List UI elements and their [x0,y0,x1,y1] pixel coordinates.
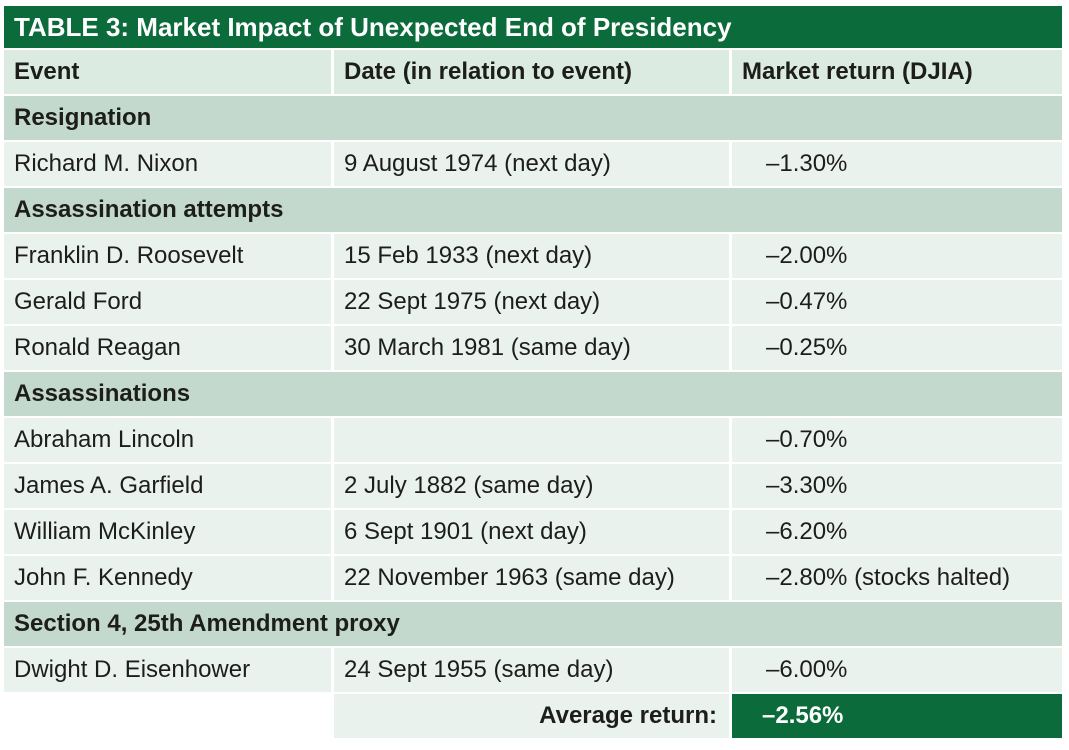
section-label: Section 4, 25th Amendment proxy [4,602,1062,646]
section-label: Resignation [4,96,1062,140]
table-row: James A. Garfield 2 July 1882 (same day)… [4,464,1062,508]
table-title: TABLE 3: Market Impact of Unexpected End… [4,6,1062,48]
average-row: Average return: –2.56% [4,694,1062,738]
return-cell: –0.47% [732,280,1062,324]
date-cell [334,418,729,462]
event-cell: James A. Garfield [4,464,331,508]
return-cell: –2.00% [732,234,1062,278]
table-row: Ronald Reagan 30 March 1981 (same day) –… [4,326,1062,370]
header-return: Market return (DJIA) [732,50,1062,94]
date-cell: 24 Sept 1955 (same day) [334,648,729,692]
event-cell: Abraham Lincoln [4,418,331,462]
date-cell: 22 November 1963 (same day) [334,556,729,600]
table-row: Franklin D. Roosevelt 15 Feb 1933 (next … [4,234,1062,278]
table-row: Richard M. Nixon 9 August 1974 (next day… [4,142,1062,186]
event-cell: Ronald Reagan [4,326,331,370]
table-row: William McKinley 6 Sept 1901 (next day) … [4,510,1062,554]
section-row: Assassinations [4,372,1062,416]
event-cell: Franklin D. Roosevelt [4,234,331,278]
section-row: Assassination attempts [4,188,1062,232]
return-cell: –0.25% [732,326,1062,370]
date-cell: 6 Sept 1901 (next day) [334,510,729,554]
table-row: John F. Kennedy 22 November 1963 (same d… [4,556,1062,600]
average-label: Average return: [334,694,729,738]
header-event: Event [4,50,331,94]
date-cell: 15 Feb 1933 (next day) [334,234,729,278]
return-cell: –0.70% [732,418,1062,462]
average-value: –2.56% [732,694,1062,738]
section-row: Section 4, 25th Amendment proxy [4,602,1062,646]
event-cell: William McKinley [4,510,331,554]
event-cell: Richard M. Nixon [4,142,331,186]
event-cell: Gerald Ford [4,280,331,324]
table-row: Abraham Lincoln –0.70% [4,418,1062,462]
return-cell: –6.00% [732,648,1062,692]
return-cell: –1.30% [732,142,1062,186]
return-cell: –6.20% [732,510,1062,554]
table-row: Dwight D. Eisenhower 24 Sept 1955 (same … [4,648,1062,692]
return-cell: –3.30% [732,464,1062,508]
date-cell: 9 August 1974 (next day) [334,142,729,186]
date-cell: 30 March 1981 (same day) [334,326,729,370]
event-cell: John F. Kennedy [4,556,331,600]
date-cell: 2 July 1882 (same day) [334,464,729,508]
section-label: Assassination attempts [4,188,1062,232]
header-row: Event Date (in relation to event) Market… [4,50,1062,94]
section-label: Assassinations [4,372,1062,416]
table-row: Gerald Ford 22 Sept 1975 (next day) –0.4… [4,280,1062,324]
market-impact-table: TABLE 3: Market Impact of Unexpected End… [4,6,1062,738]
date-cell: 22 Sept 1975 (next day) [334,280,729,324]
section-row: Resignation [4,96,1062,140]
return-cell: –2.80% (stocks halted) [732,556,1062,600]
average-spacer [4,694,331,738]
header-date: Date (in relation to event) [334,50,729,94]
event-cell: Dwight D. Eisenhower [4,648,331,692]
